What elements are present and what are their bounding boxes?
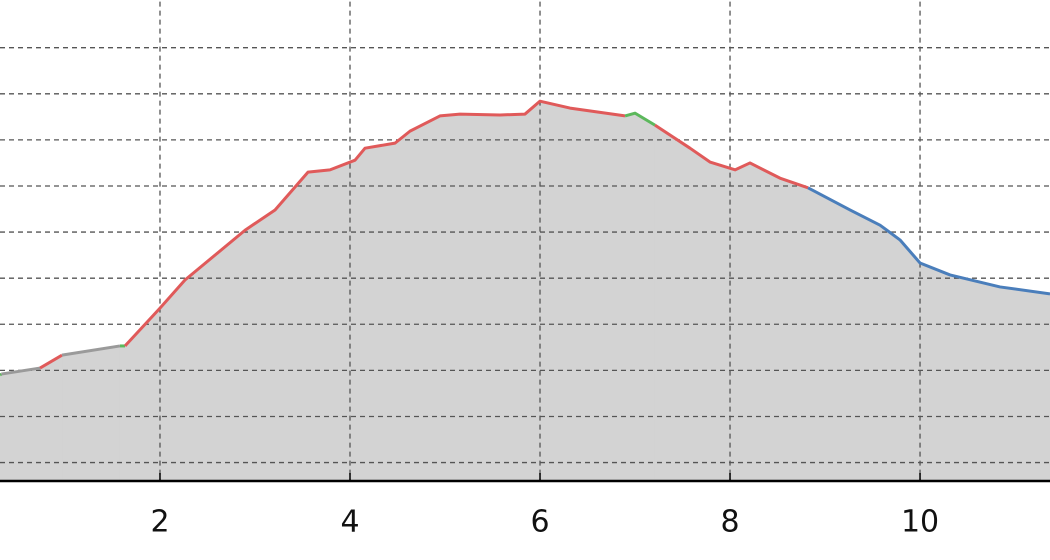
profile-line	[123, 99, 626, 347]
area-fill	[124, 100, 626, 482]
area-fill	[61, 345, 121, 482]
profile-line	[1, 366, 41, 376]
x-tick-label: 8	[720, 505, 739, 540]
x-tick-label: 4	[340, 505, 359, 540]
x-tick-label: 6	[530, 505, 549, 540]
x-tick-label: 10	[901, 505, 939, 540]
profile-line	[0, 372, 3, 377]
profile-line	[39, 353, 63, 370]
profile-line	[624, 111, 656, 127]
area-fill	[0, 367, 41, 482]
x-tick-label: 2	[150, 505, 169, 540]
area-fill	[624, 112, 656, 482]
profile-line	[807, 186, 1050, 296]
profile-line	[654, 123, 809, 190]
profile-line	[61, 344, 121, 357]
area-fill	[119, 345, 126, 482]
